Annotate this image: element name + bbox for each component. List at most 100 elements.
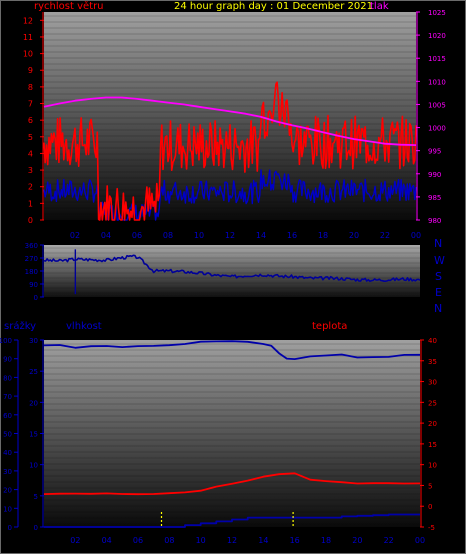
rain-cumulative-line [44, 513, 420, 528]
temperature-tick-label: 30 [428, 379, 437, 387]
lower-x-tick-label: 04 [102, 536, 112, 545]
wind-x-tick-label: 00 [411, 231, 421, 240]
wind-x-tick-label: 06 [132, 231, 142, 240]
rain-tick-label: 100 [0, 337, 12, 345]
wind-x-tick-label: 18 [318, 231, 328, 240]
pressure-tick-label: 995 [428, 148, 441, 156]
lower-x-tick-label: 16 [290, 536, 300, 545]
pressure-tick-label: 1005 [428, 101, 446, 109]
wind-tick-label: 8 [28, 83, 33, 92]
wind-x-tick-label: 10 [194, 231, 204, 240]
wind-x-tick-label: 22 [380, 231, 390, 240]
lower-x-tick-label: 00 [415, 536, 425, 545]
rain-tick-label: 30 [3, 468, 12, 476]
humidity-tick-label: 25 [29, 368, 38, 376]
direction-tick-label: 0 [34, 294, 38, 302]
lower-x-tick-label: 20 [352, 536, 362, 545]
lower-x-tick-label: 06 [133, 536, 143, 545]
chart-title: 24 hour graph day : 01 December 2021 [174, 1, 373, 12]
rain-tick-label: 60 [3, 412, 12, 420]
pressure-tick-label: 980 [428, 217, 441, 225]
pressure-axis-label: tlak [370, 1, 389, 12]
direction-tick-label: 360 [25, 242, 38, 250]
compass-s: S [435, 270, 442, 283]
humidity-tick-label: 15 [29, 431, 38, 439]
rain-axis-label: srážky [4, 321, 37, 332]
wind-tick-label: 0 [28, 216, 33, 225]
lower-x-tick-label: 14 [258, 536, 268, 545]
humidity-tick-label: 5 [34, 493, 38, 501]
humidity-plot-area [44, 340, 420, 527]
wind-x-tick-label: 14 [256, 231, 266, 240]
wind-x-tick-label: 08 [163, 231, 173, 240]
temperature-tick-label: 20 [428, 420, 437, 428]
wind-tick-label: 1 [28, 199, 33, 208]
temperature-tick-label: -5 [428, 524, 435, 532]
wind-tick-label: 12 [23, 16, 33, 25]
temperature-tick-label: 35 [428, 358, 437, 366]
direction-plot-area [44, 245, 420, 297]
plot-backgrounds [44, 12, 420, 527]
wind-tick-label: 4 [28, 149, 33, 158]
pressure-tick-label: 990 [428, 171, 441, 179]
rain-tick-label: 70 [3, 393, 12, 401]
pressure-line [43, 96, 417, 146]
pressure-tick-label: 1000 [428, 125, 446, 133]
direction-tick-label: 90 [29, 281, 38, 289]
rain-tick-label: 90 [3, 356, 12, 364]
temperature-tick-label: 25 [428, 399, 437, 407]
wind-tick-label: 2 [28, 183, 33, 192]
wind-x-tick-label: 20 [349, 231, 359, 240]
pressure-tick-label: 1010 [428, 78, 446, 86]
temperature-tick-label: 0 [428, 503, 432, 511]
lower-x-tick-label: 08 [164, 536, 174, 545]
wind-tick-label: 10 [23, 50, 33, 59]
temperature-axis-label: teplota [312, 321, 348, 332]
humidity-tick-label: 20 [29, 399, 38, 407]
wind-gust-line [43, 81, 417, 221]
lower-x-tick-label: 18 [321, 536, 331, 545]
wind-x-tick-label: 16 [287, 231, 297, 240]
pressure-tick-label: 985 [428, 194, 441, 202]
rain-tick-label: 40 [3, 449, 12, 457]
wind-tick-label: 3 [28, 166, 33, 175]
pressure-tick-label: 1020 [428, 32, 446, 40]
wind-tick-label: 5 [28, 133, 33, 142]
wind-tick-label: 11 [23, 33, 33, 42]
temperature-tick-label: 15 [428, 441, 437, 449]
wind-x-tick-label: 12 [225, 231, 235, 240]
axis-ticks: 0123456789101112980985990995100010051010… [0, 9, 446, 545]
rain-tick-label: 80 [3, 374, 12, 382]
temperature-tick-label: 10 [428, 462, 437, 470]
wind-plot-area [44, 12, 416, 220]
humidity-tick-label: 0 [34, 524, 38, 532]
wind-direction-line [43, 254, 421, 283]
data-series [43, 81, 421, 528]
humidity-tick-label: 10 [29, 462, 38, 470]
wind-x-tick-label: 04 [101, 231, 111, 240]
temperature-line [43, 472, 421, 496]
direction-tick-label: 270 [25, 255, 38, 263]
rain-tick-label: 0 [8, 524, 12, 532]
wind-tick-label: 7 [28, 100, 33, 109]
rain-tick-label: 20 [3, 487, 12, 495]
compass-n-bottom: N [434, 302, 443, 315]
rain-tick-label: 50 [3, 431, 12, 439]
wind-axis-label: rychlost větru [34, 1, 104, 12]
compass-n-top: N [434, 237, 443, 250]
wind-tick-label: 6 [28, 116, 33, 125]
wind-tick-label: 9 [28, 66, 33, 75]
compass-w: W [434, 254, 445, 267]
pressure-tick-label: 1015 [428, 55, 446, 63]
compass-e: E [435, 286, 442, 299]
humidity-line [43, 340, 421, 361]
pressure-tick-label: 1025 [428, 9, 446, 17]
rain-tick-label: 10 [3, 505, 12, 513]
temperature-tick-label: 40 [428, 337, 437, 345]
lower-x-tick-label: 22 [384, 536, 394, 545]
lower-x-tick-label: 02 [70, 536, 80, 545]
wind-x-tick-label: 02 [70, 231, 80, 240]
direction-tick-label: 180 [25, 268, 38, 276]
grid-lines [44, 15, 420, 525]
lower-x-tick-label: 12 [227, 536, 237, 545]
